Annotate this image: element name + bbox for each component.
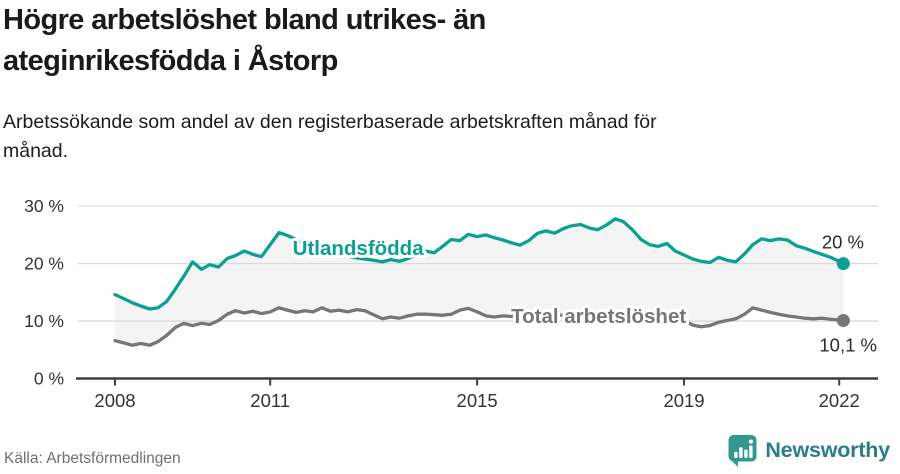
x-axis-label-2022: 2022: [819, 390, 860, 411]
newsworthy-badge-icon: [728, 435, 757, 467]
series-gap-band: [115, 218, 844, 346]
subtitle-line-1: Arbetssökande som andel av den registerb…: [3, 111, 657, 133]
subtitle-line-2: månad.: [3, 140, 69, 163]
y-axis-label-0: 0 %: [34, 369, 64, 389]
series-line-total: [113, 306, 846, 347]
page-title: Högre arbetslöshet bland utrikes- än ate…: [3, 4, 486, 77]
newsworthy-wordmark: Newsworthy: [765, 438, 890, 462]
y-axis-label-20: 20 %: [24, 254, 64, 274]
chart-subtitle: Arbetssökande som andel av den registerb…: [3, 108, 657, 167]
title-line-1: Högre arbetslöshet bland utrikes- än: [3, 4, 486, 36]
source-note: Källa: Arbetsförmedlingen: [4, 450, 181, 467]
y-axis-label-30: 30 %: [24, 196, 64, 216]
end-value-label-total: 10,1 %: [819, 334, 877, 355]
series-label-total: Total arbetslöshet: [511, 305, 686, 328]
title-line-2: inrikesfödda i Åstorp: [60, 44, 338, 77]
newsworthy-logo[interactable]: Newsworthy: [727, 434, 890, 467]
x-axis-label-2008: 2008: [94, 390, 135, 411]
series-end-dot-utlandsfodda: [836, 257, 850, 271]
x-axis-label-2015: 2015: [457, 390, 498, 411]
y-axis-label-10: 10 %: [24, 311, 64, 331]
end-value-label-utlandsfodda: 20 %: [822, 232, 864, 253]
line-chart: 0 % 10 % 20 % 30 % 2008 2011 2015 2019 2022 Utlan…: [0, 185, 900, 430]
series-line-utlandsfodda: [113, 217, 846, 311]
line-chart-canvas: 0 % 10 % 20 % 30 % 2008 2011 2015 2019 2022 Utlan…: [24, 196, 878, 411]
series-label-utlandsfodda: Utlandsfödda: [293, 237, 425, 260]
x-axis-label-2019: 2019: [663, 390, 704, 411]
x-axis-label-2011: 2011: [250, 390, 290, 411]
series-end-dot-total: [836, 313, 850, 327]
